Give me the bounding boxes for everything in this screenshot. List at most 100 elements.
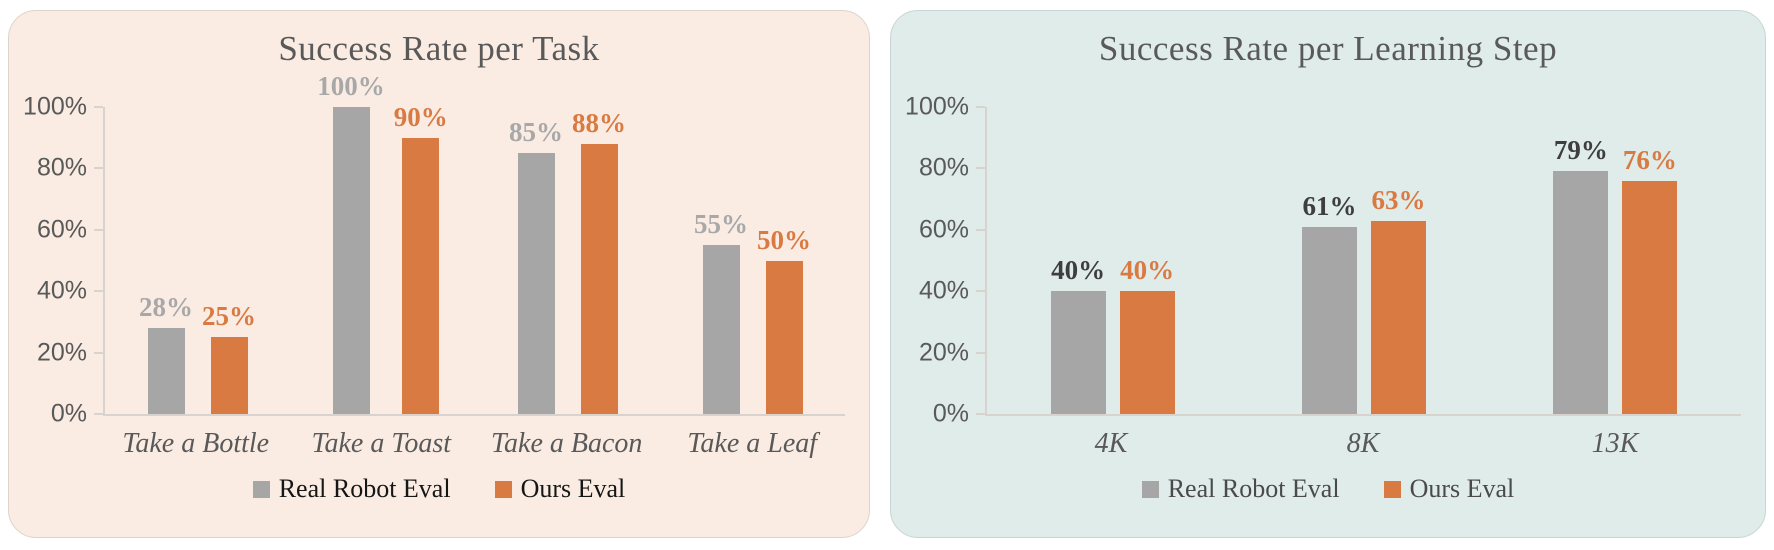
bar-group: 55% 50% [660, 107, 845, 414]
bar-group: 100% 90% [290, 73, 475, 414]
y-axis-tick-label: 60% [36, 215, 87, 244]
legend-item: Ours Eval [1383, 476, 1514, 502]
bar-with-label: 79% [1553, 107, 1609, 414]
y-axis-tick-mark [94, 106, 103, 108]
bar-group: 28% 25% [105, 107, 290, 414]
category-label: Take a Bacon [491, 428, 643, 459]
bar-with-label: 63% [1370, 107, 1426, 414]
legend-item: Ours Eval [494, 474, 626, 503]
legend-swatch [494, 480, 512, 498]
bar-value-label: 50% [757, 224, 811, 255]
bar-value-label: 40% [1051, 255, 1106, 286]
legend-label: Real Robot Eval [278, 474, 451, 503]
category-label: 4K [1094, 428, 1128, 459]
bar [402, 137, 440, 414]
y-axis-tick-mark [94, 167, 103, 170]
bar-group: 61% 63% [1238, 107, 1489, 414]
y-axis-tick-mark [94, 290, 103, 293]
bar [702, 245, 740, 414]
learning-step-chart-card: Success Rate per Learning Step 0% 20% 40% 6… [890, 10, 1766, 538]
bar [1050, 291, 1106, 414]
y-axis-tick-label: 100% [905, 92, 969, 121]
y-axis-tick-mark [976, 413, 985, 415]
bar [210, 337, 248, 414]
task-chart-card: Success Rate per Task 0% 20% 40% 60% 80% 100%… [8, 10, 870, 538]
y-axis-tick-label: 40% [918, 276, 969, 305]
bar-with-label: 40% [1119, 107, 1175, 414]
y-axis-tick-label: 20% [918, 338, 969, 367]
bar-with-label: 76% [1622, 107, 1678, 414]
bar-with-label: 55% [694, 107, 748, 414]
category-label: 13K [1591, 428, 1639, 459]
legend: Real Robot Eval Ours Eval [891, 476, 1765, 502]
legend: Real Robot Eval Ours Eval [9, 476, 869, 502]
bar-with-label: 61% [1301, 107, 1357, 414]
y-axis-tick-mark [976, 351, 985, 354]
bar-with-label: 88% [572, 107, 626, 414]
bar [1301, 226, 1357, 414]
y-axis-tick-mark [976, 106, 985, 108]
chart-title: Success Rate per Learning Step [1098, 29, 1558, 68]
y-axis-tick-label: 0% [932, 399, 969, 428]
bar-value-label: 85% [509, 117, 563, 148]
bar-with-label: 28% [139, 107, 193, 414]
bar-group: 40% 40% [987, 107, 1238, 414]
bar-value-label: 55% [694, 209, 748, 240]
legend-item: Real Robot Eval [252, 474, 451, 503]
legend-swatch [1383, 480, 1401, 498]
bar [765, 260, 803, 414]
chart-plot-region: 0% 20% 40% 60% 80% 100% 40% 40% 61% 63% 79% 76% [891, 93, 1765, 428]
y-axis-tick-label: 20% [36, 338, 87, 367]
y-axis: 0% 20% 40% 60% 80% 100% [9, 93, 103, 428]
y-axis-tick-mark [94, 228, 103, 231]
bar-value-label: 100% [317, 71, 385, 101]
bar-group: 79% 76% [1490, 107, 1741, 414]
bar-value-label: 76% [1622, 144, 1677, 175]
category-label: Take a Leaf [687, 428, 818, 459]
y-axis: 0% 20% 40% 60% 80% 100% [891, 93, 985, 428]
y-axis-tick-label: 0% [50, 399, 87, 428]
plot-area: 40% 40% 61% 63% 79% 76% [976, 106, 1741, 416]
bar [147, 328, 185, 414]
plot-area: 28% 25% 100% 90% 85% 88% 55% 50% [94, 73, 845, 416]
category-label: 8K [1346, 428, 1380, 459]
category-label: Take a Toast [311, 428, 452, 459]
chart-plot-region: 0% 20% 40% 60% 80% 100% 28% 25% 100% 90% 85% 88% 55… [9, 73, 869, 428]
bar-value-label: 25% [202, 301, 256, 332]
bar-with-label: 85% [509, 107, 563, 414]
legend-label: Ours Eval [520, 474, 626, 503]
bar-with-label: 40% [1050, 107, 1106, 414]
bar [1622, 180, 1678, 414]
legend-item: Real Robot Eval [1141, 474, 1340, 503]
y-axis-tick-label: 40% [36, 276, 87, 305]
x-axis-category-labels: 4K 8K 13K [985, 428, 1741, 460]
bar-series-container: 40% 40% 61% 63% 79% 76% [987, 107, 1741, 414]
bar-with-label: 90% [393, 101, 448, 414]
bar [1553, 171, 1609, 414]
category-label: Take a Bottle [122, 428, 270, 459]
legend-swatch [252, 480, 270, 498]
y-axis-tick-label: 100% [23, 92, 87, 121]
bar-value-label: 40% [1120, 255, 1175, 286]
bar [517, 153, 555, 414]
y-axis-tick-mark [976, 290, 985, 293]
legend-swatch [1141, 480, 1159, 498]
y-axis-tick-mark [976, 228, 985, 231]
bar-with-label: 25% [202, 107, 256, 414]
bar-group: 85% 88% [475, 107, 660, 414]
x-axis-category-labels: Take a Bottle Take a Toast Take a Bacon Tak… [103, 428, 845, 460]
legend-label: Real Robot Eval [1167, 474, 1340, 503]
bar-value-label: 63% [1371, 184, 1426, 215]
y-axis-tick-label: 80% [36, 153, 87, 182]
bar [580, 143, 618, 414]
bar-value-label: 90% [393, 101, 448, 132]
chart-title: Success Rate per Task [278, 29, 600, 68]
bar-with-label: 50% [757, 107, 811, 414]
bar-value-label: 88% [572, 107, 626, 138]
bar-with-label: 100% [317, 73, 385, 414]
y-axis-tick-label: 60% [918, 215, 969, 244]
bar-series-container: 28% 25% 100% 90% 85% 88% 55% 50% [105, 73, 845, 414]
y-axis-tick-label: 80% [918, 153, 969, 182]
bar-value-label: 61% [1302, 190, 1357, 221]
